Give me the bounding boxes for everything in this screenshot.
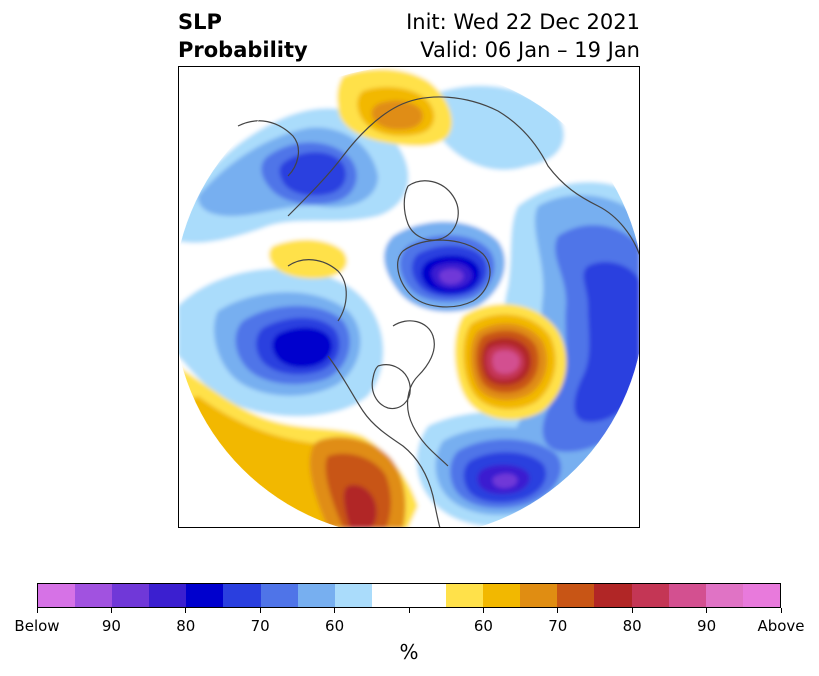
colorbar-tick-label: 90: [697, 617, 717, 635]
colorbar-swatch: [557, 584, 595, 607]
colorbar-swatch: [483, 584, 521, 607]
colorbar-tick: [557, 608, 559, 613]
colorbar-tick-label: 60: [325, 617, 345, 635]
colorbar-tick-center: [408, 608, 410, 613]
run-info: Init: Wed 22 Dec 2021 Valid: 06 Jan – 19…: [406, 8, 640, 64]
colorbar-tick-label: Below: [14, 617, 60, 635]
colorbar-swatch: [520, 584, 558, 607]
valid-range: Valid: 06 Jan – 19 Jan: [420, 38, 640, 62]
coast-eurasia: [287, 96, 640, 257]
colorbar-tick-label: 80: [176, 617, 196, 635]
colorbar-tick: [631, 608, 633, 613]
colorbar-swatch: [334, 584, 372, 607]
title-line-probability: Probability: [178, 38, 308, 62]
colorbar-swatch: [742, 584, 780, 607]
below-max-west: [272, 327, 333, 368]
below-region-north: [426, 85, 564, 170]
above-magenta-atlantic: [492, 350, 520, 374]
coast-scandinavia: [403, 180, 459, 241]
colorbar-swatch: [594, 584, 632, 607]
colorbar-swatch: [297, 584, 335, 607]
colorbar: [37, 583, 781, 608]
colorbar-tick: [36, 608, 38, 613]
colorbar-swatch: [38, 584, 76, 607]
colorbar-swatches: [37, 583, 781, 608]
colorbar-swatch: [186, 584, 224, 607]
probability-map: [178, 66, 640, 528]
title-line-slp: SLP: [178, 10, 222, 34]
below-purple-greenland: [439, 268, 464, 285]
colorbar-swatch: [631, 584, 669, 607]
colorbar-tick: [185, 608, 187, 613]
colorbar-tick: [706, 608, 708, 613]
colorbar-tick-label: 90: [101, 617, 121, 635]
colorbar-tick-label: 80: [622, 617, 642, 635]
coast-northamerica: [327, 355, 441, 528]
colorbar-tick: [482, 608, 484, 613]
colorbar-swatch: [371, 584, 409, 607]
below-deep-east: [574, 261, 640, 422]
coast-east-asia: [237, 120, 300, 177]
colorbar-tick: [780, 608, 782, 613]
colorbar-swatch: [149, 584, 187, 607]
colorbar-tick: [259, 608, 261, 613]
colorbar-swatch: [446, 584, 484, 607]
coast-alaska: [287, 259, 347, 322]
colorbar-swatch: [408, 584, 447, 607]
colorbar-swatch: [223, 584, 261, 607]
colorbar-swatch: [112, 584, 150, 607]
colorbar-tick-label: 60: [473, 617, 493, 635]
coast-hudson: [371, 364, 411, 410]
colorbar-swatch: [668, 584, 706, 607]
colorbar-unit: %: [399, 640, 419, 664]
coastlines: [237, 96, 640, 528]
colorbar-swatch: [75, 584, 113, 607]
colorbar-tick: [334, 608, 336, 613]
below-purple-south: [492, 473, 518, 489]
colorbar-tick-label: Above: [757, 617, 805, 635]
init-date: Init: Wed 22 Dec 2021: [406, 10, 640, 34]
colorbar-swatch: [260, 584, 298, 607]
map-title: SLP Probability: [178, 8, 308, 64]
above-strong-north: [371, 100, 423, 130]
colorbar-swatch: [705, 584, 743, 607]
coast-greenland: [397, 239, 491, 308]
colorbar-tick: [110, 608, 112, 613]
coast-arctic-islands: [392, 320, 449, 467]
colorbar-tick-label: 70: [548, 617, 568, 635]
colorbar-tick-label: 70: [250, 617, 270, 635]
above-max-northamerica: [343, 485, 377, 528]
